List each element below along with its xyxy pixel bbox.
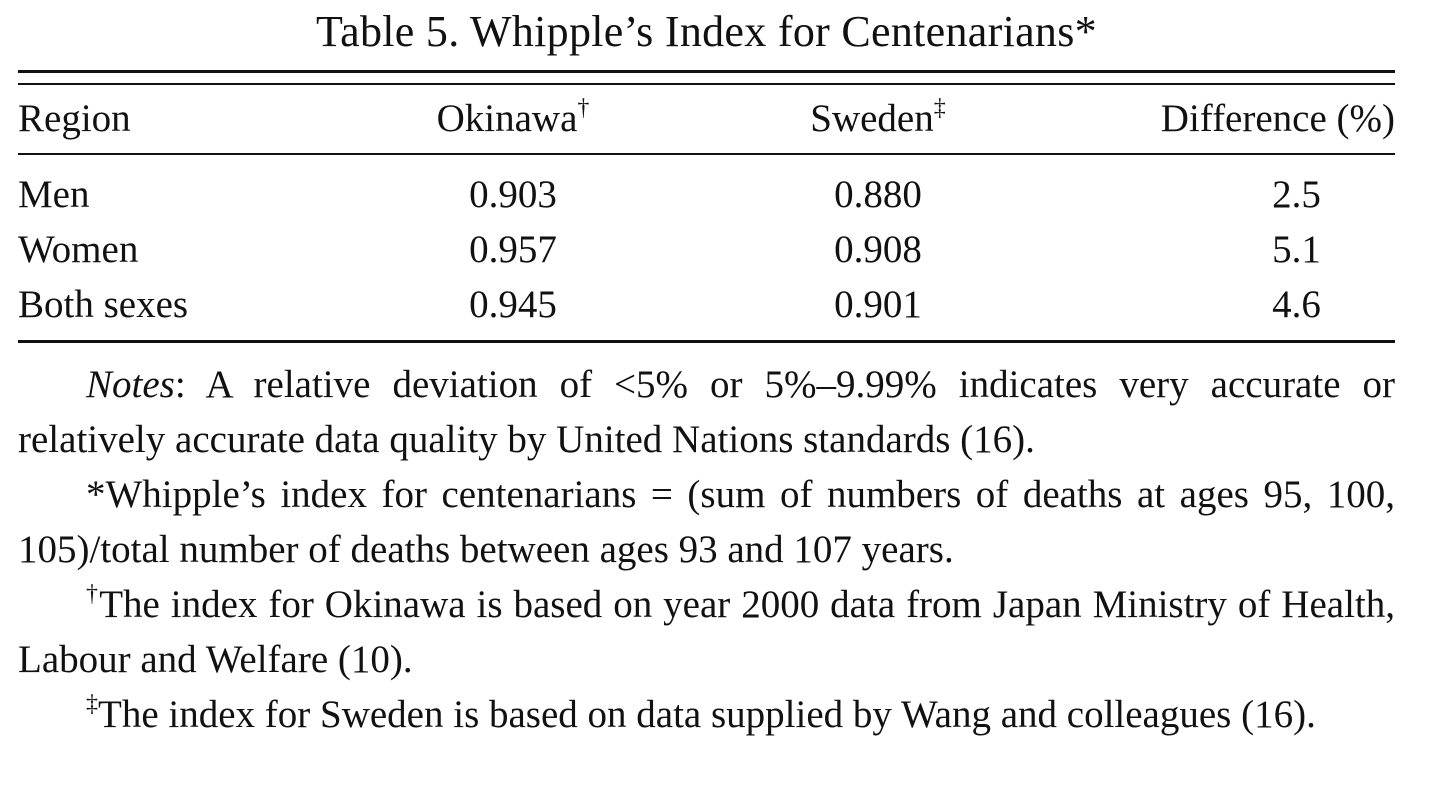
table-notes: Notes: A relative deviation of <5% or 5%… bbox=[18, 357, 1395, 742]
note-dagger-text: The index for Okinawa is based on year 2… bbox=[18, 583, 1396, 681]
header-okinawa-mark: † bbox=[577, 95, 590, 121]
note-ddagger-mark: ‡ bbox=[86, 691, 98, 717]
table-row: Men 0.903 0.880 2.5 bbox=[18, 155, 1395, 222]
header-region: Region bbox=[18, 97, 131, 140]
header-row: Region Okinawa† Sweden‡ Difference (%) bbox=[18, 85, 1395, 153]
bottom-rule bbox=[18, 340, 1395, 343]
cell-region: Both sexes bbox=[18, 283, 189, 326]
note-main: Notes: A relative deviation of <5% or 5%… bbox=[18, 357, 1395, 467]
cell-sweden: 0.908 bbox=[834, 228, 922, 271]
header-difference: Difference (%) bbox=[1160, 97, 1395, 140]
table-caption: Table 5. Whipple’s Index for Centenarian… bbox=[316, 7, 1097, 56]
whipple-table: Region Okinawa† Sweden‡ Difference (%) bbox=[18, 85, 1395, 153]
table-row: Both sexes 0.945 0.901 4.6 bbox=[18, 277, 1395, 340]
header-sweden-label: Sweden bbox=[810, 97, 934, 140]
cell-region: Women bbox=[18, 228, 139, 271]
cell-okinawa: 0.903 bbox=[469, 173, 557, 216]
header-sweden: Sweden‡ bbox=[678, 85, 1078, 153]
cell-region: Men bbox=[18, 173, 90, 216]
note-dagger: †The index for Okinawa is based on year … bbox=[18, 577, 1395, 687]
header-okinawa: Okinawa† bbox=[348, 85, 678, 153]
note-dagger-mark: † bbox=[86, 581, 100, 607]
cell-sweden: 0.880 bbox=[834, 173, 922, 216]
whipple-table-body: Men 0.903 0.880 2.5 Women 0.957 0.908 5.… bbox=[18, 155, 1395, 340]
header-rule bbox=[18, 153, 1395, 155]
table-row: Women 0.957 0.908 5.1 bbox=[18, 222, 1395, 277]
note-ddagger-text: The index for Sweden is based on data su… bbox=[98, 693, 1316, 736]
cell-okinawa: 0.945 bbox=[469, 283, 557, 326]
cell-okinawa: 0.957 bbox=[469, 228, 557, 271]
table-page: Table 5. Whipple’s Index for Centenarian… bbox=[18, 0, 1395, 742]
header-sweden-mark: ‡ bbox=[933, 95, 946, 121]
top-rule bbox=[18, 70, 1395, 73]
notes-label: Notes bbox=[86, 363, 175, 406]
header-okinawa-label: Okinawa bbox=[436, 97, 578, 140]
cell-difference: 2.5 bbox=[1272, 173, 1321, 216]
top-rule-inner bbox=[18, 83, 1395, 85]
note-star: *Whipple’s index for centenarians = (sum… bbox=[18, 473, 1395, 571]
cell-difference: 5.1 bbox=[1272, 228, 1321, 271]
cell-difference: 4.6 bbox=[1272, 283, 1321, 326]
notes-main-text: : A relative deviation of <5% or 5%–9.99… bbox=[18, 363, 1395, 461]
cell-sweden: 0.901 bbox=[834, 283, 922, 326]
note-ddagger: ‡The index for Sweden is based on data s… bbox=[18, 687, 1395, 742]
